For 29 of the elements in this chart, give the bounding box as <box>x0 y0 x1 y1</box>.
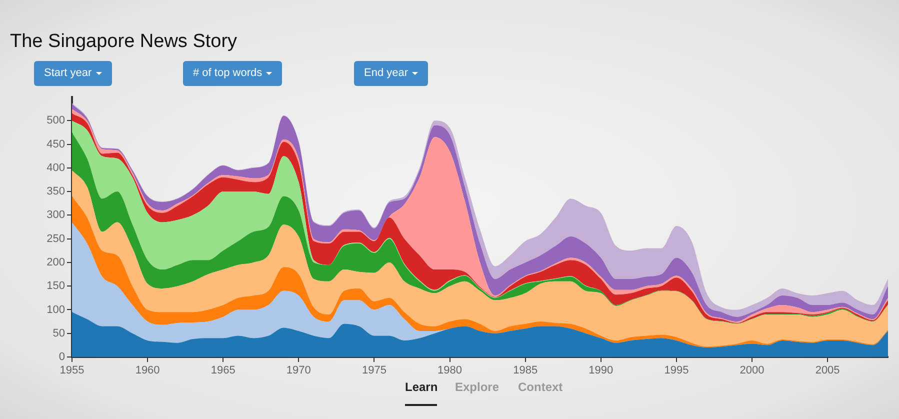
x-tick-label: 1985 <box>513 364 538 377</box>
y-tick-label: 100 <box>46 304 65 316</box>
text: Explore <box>455 380 500 394</box>
x-tick-label: 2000 <box>740 364 764 377</box>
y-tick-label: 350 <box>46 186 65 198</box>
y-tick-label: 200 <box>46 256 65 268</box>
y-tick-label: 50 <box>52 327 65 340</box>
x-tick-label: 1980 <box>438 364 462 377</box>
y-tick-label: 0 <box>58 351 65 364</box>
y-tick-label: 250 <box>46 232 65 245</box>
y-tick-label: 150 <box>46 280 65 292</box>
y-tick-label: 500 <box>46 114 65 127</box>
text: Start year <box>44 67 92 79</box>
x-tick-label: 1960 <box>135 364 160 377</box>
x-tick-label: 1970 <box>286 364 311 377</box>
text: Learn <box>405 380 438 394</box>
y-tick-label: 300 <box>46 209 65 222</box>
x-tick-label: 2005 <box>815 364 840 377</box>
x-tick-label: 1955 <box>60 364 84 377</box>
x-tick-label: 1965 <box>210 364 236 377</box>
x-tick-label: 1975 <box>362 364 386 377</box>
x-tick-label: 1990 <box>588 364 614 377</box>
text: End year <box>364 67 408 79</box>
text: Context <box>518 380 563 394</box>
y-tick-label: 450 <box>46 138 65 150</box>
text: # of top words <box>193 67 262 79</box>
x-tick-label: 1995 <box>664 364 689 377</box>
chart-title: The Singapore News Story <box>10 31 238 53</box>
y-tick-label: 400 <box>46 162 65 174</box>
